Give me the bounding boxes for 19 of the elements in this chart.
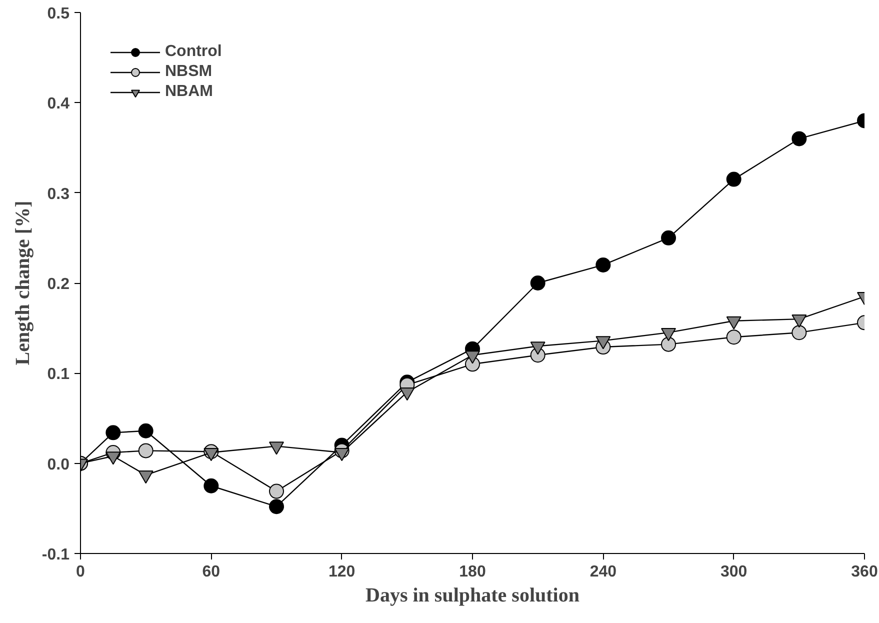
x-tick-label: 0 <box>76 564 86 580</box>
y-tick-label: 0.5 <box>47 6 70 22</box>
x-tick-label: 360 <box>851 564 878 580</box>
x-tick-label: 180 <box>459 564 486 580</box>
legend-label: Control <box>165 43 222 61</box>
y-tick-label: 0.3 <box>47 186 70 203</box>
x-tick-label: 120 <box>328 564 356 580</box>
x-axis-title: Days in sulphate solution <box>366 584 580 606</box>
y-tick-label: 0.1 <box>47 366 70 384</box>
y-tick-label: 0.0 <box>47 456 70 474</box>
x-tick-label: 60 <box>202 564 220 580</box>
y-tick-label: -0.1 <box>42 546 70 564</box>
x-tick-label: 240 <box>590 564 617 580</box>
x-tick-label: 300 <box>720 564 748 580</box>
legend-label: NBAM <box>165 83 213 101</box>
legend-label: NBSM <box>165 63 212 81</box>
y-tick-label: 0.2 <box>47 276 70 293</box>
y-axis-title: Length change [%] <box>12 200 34 366</box>
y-tick-label: 0.4 <box>47 96 70 113</box>
